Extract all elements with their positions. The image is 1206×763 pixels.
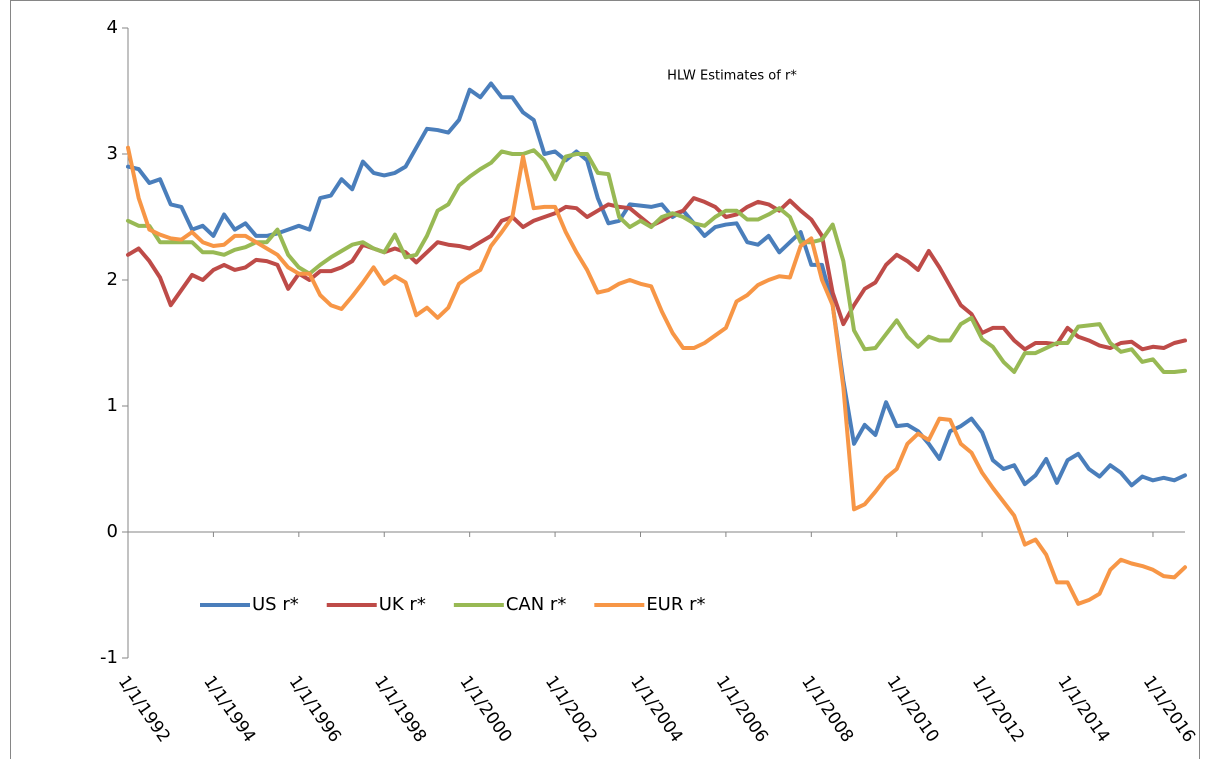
chart-title: HLW Estimates of r*	[667, 69, 797, 84]
legend-label: US r*	[252, 594, 299, 615]
y-tick-label: 2	[107, 269, 118, 290]
legend: US r* UK r* CAN r* EUR r*	[200, 594, 706, 615]
legend-label: CAN r*	[506, 594, 566, 615]
legend-label: EUR r*	[646, 594, 705, 615]
y-tick-label: 3	[107, 143, 118, 164]
y-tick-label: 0	[107, 521, 118, 542]
legend-label: UK r*	[379, 594, 426, 615]
data-line	[126, 145, 1187, 606]
y-tick-label: -1	[100, 647, 118, 668]
chart-frame	[10, 0, 1200, 763]
data-line	[126, 148, 1187, 374]
y-tick-label: 4	[107, 17, 118, 38]
data-line	[126, 81, 1187, 488]
y-tick-label: 1	[107, 395, 118, 416]
